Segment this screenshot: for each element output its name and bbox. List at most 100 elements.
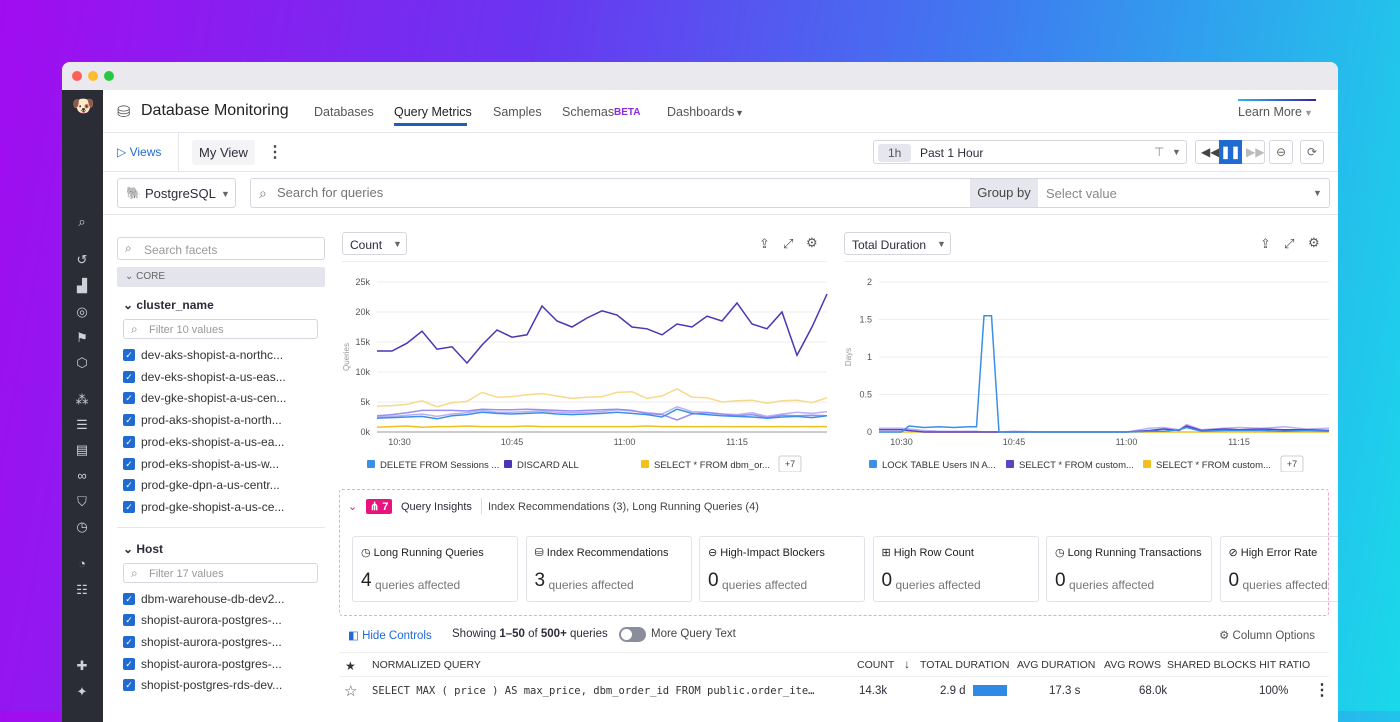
insight-card[interactable]: ⊘ High Error Rate 0 queries affected [1219,536,1338,602]
metric-select-count[interactable]: Count ▼ [342,232,407,255]
facet-checkbox[interactable]: ✓ [123,392,135,405]
legend-entry[interactable]: LOCK TABLE Users IN A... [882,460,996,471]
view-name[interactable]: My View [192,140,255,165]
facet-checkbox[interactable]: ✓ [123,636,135,648]
facet-filter-input[interactable]: ⌕ Filter 17 values [123,562,318,583]
export-icon[interactable]: ⇪ [1260,236,1271,251]
insights-title[interactable]: Query Insights [401,501,472,513]
row-menu-icon[interactable]: ⋮ [1314,682,1330,699]
facet-checkbox[interactable]: ✓ [123,414,135,427]
maximize-window-button[interactable] [104,71,114,81]
insight-card[interactable]: ⊞ High Row Count 0 queries affected [872,536,1039,602]
export-icon[interactable]: ⇪ [759,236,770,251]
facet-value[interactable]: dbm-warehouse-db-dev2... [141,591,285,606]
facet-checkbox[interactable]: ✓ [123,457,135,470]
column-header-hit-ratio[interactable]: SHARED BLOCKS HIT RATIO [1167,659,1311,671]
pause-button[interactable]: ❚❚ [1219,140,1242,164]
facet-checkbox[interactable]: ✓ [123,500,135,513]
facet-value[interactable]: dev-eks-shopist-a-us-eas... [141,369,286,384]
insight-card[interactable]: ⛁ Index Recommendations 3 queries affect… [525,536,692,602]
facet-value[interactable]: prod-gke-dpn-a-us-centr... [141,478,280,493]
synthetics-icon[interactable]: ◷ [76,519,88,534]
facet-checkbox[interactable]: ✓ [123,657,135,670]
column-header-avg-rows[interactable]: AVG ROWS [1104,659,1161,671]
search-icon[interactable]: ⌕ [78,214,86,229]
tab-dashboards[interactable]: Dashboards [667,105,735,119]
legend-entry[interactable]: DISCARD ALL [517,460,579,471]
facet-checkbox[interactable]: ✓ [123,592,135,605]
expand-icon[interactable]: ⤢ [783,236,794,251]
tab-samples[interactable]: Samples [493,105,542,119]
facet-value[interactable]: prod-aks-shopist-a-north... [141,413,282,428]
column-header-total-duration[interactable]: TOTAL DURATION [920,659,1010,671]
facet-checkbox[interactable]: ✓ [123,614,135,627]
core-section-header[interactable]: ⌄ CORE [117,267,325,287]
pin-icon[interactable]: ⊤ [1154,145,1165,159]
zoom-out-button[interactable]: ⊖ [1269,140,1293,164]
insight-card[interactable]: ◷ Long Running Queries 4 queries affecte… [352,536,518,602]
facet-value[interactable]: shopist-aurora-postgres-... [141,656,282,671]
refresh-button[interactable]: ⟳ [1300,140,1324,164]
facet-search[interactable]: ⌕ Search facets [117,237,325,260]
close-window-button[interactable] [72,71,82,81]
views-button[interactable]: ▷ Views [117,145,162,159]
legend-more-button[interactable] [778,455,802,472]
incidents-icon[interactable]: ☷ [76,582,88,597]
gear-icon[interactable]: ⚙ [806,235,818,250]
legend-entry[interactable]: SELECT * FROM custom... [1156,460,1271,471]
monitors-icon[interactable]: ◎ [76,304,88,319]
star-icon[interactable]: ☆ [344,683,358,700]
table-row[interactable]: ☆ SELECT MAX ( price ) AS max_price, dbm… [339,677,1330,705]
more-query-text-toggle[interactable] [619,627,646,642]
insight-card[interactable]: ◷ Long Running Transactions 0 queries af… [1046,536,1212,602]
learn-more-button[interactable]: Learn More [1238,105,1302,119]
history-icon[interactable]: ↺ [76,252,88,267]
metric-select-duration[interactable]: Total Duration ▼ [844,232,951,255]
insight-card[interactable]: ⊖ High-Impact Blockers 0 queries affecte… [699,536,865,602]
facet-checkbox[interactable]: ✓ [123,370,135,383]
legend-entry[interactable]: DELETE FROM Sessions ... [380,460,499,471]
search-input[interactable] [277,185,957,200]
logs-icon[interactable]: ☰ [76,417,88,432]
facet-value[interactable]: shopist-aurora-postgres-... [141,635,282,649]
metrics-icon[interactable]: ▤ [75,442,89,457]
facet-checkbox[interactable]: ✓ [123,349,135,361]
database-type-select[interactable]: 🐘 PostgreSQL ▼ [117,178,236,208]
gear-icon[interactable]: ⚙ [1308,235,1320,250]
dashboards-icon[interactable]: ▟ [77,278,87,293]
shield-icon[interactable]: ⛉ [77,494,87,509]
minimize-window-button[interactable] [88,71,98,81]
performance-icon[interactable]: ◔ [78,556,86,571]
expand-icon[interactable]: ⤢ [1284,236,1295,251]
sparkle-icon[interactable]: ✦ [76,684,88,699]
time-picker[interactable]: 1h Past 1 Hour ⊤ ▼ [873,140,1187,164]
security-icon[interactable]: ⚑ [76,330,88,345]
facet-checkbox[interactable]: ✓ [123,435,135,448]
facet-value[interactable]: shopist-aurora-postgres-... [141,613,282,628]
legend-more-button[interactable] [1280,455,1304,472]
apm-icon[interactable]: ⁂ [75,392,89,407]
facet-value[interactable]: dev-aks-shopist-a-northc... [141,348,284,362]
star-column-icon[interactable]: ★ [345,659,356,673]
infrastructure-icon[interactable]: ⬡ [76,355,88,370]
facet-checkbox[interactable]: ✓ [123,479,135,492]
tab-databases[interactable]: Databases [314,105,374,119]
rewind-icon[interactable]: ◀◀ [1201,145,1220,159]
facet-checkbox[interactable]: ✓ [123,679,135,692]
tab-schemas[interactable]: Schemas [562,105,615,119]
query-text[interactable]: SELECT MAX ( price ) AS max_price, dbm_o… [372,685,815,697]
fast-forward-icon[interactable]: ▶▶ [1246,145,1265,159]
collapse-chevron-icon[interactable]: ⌄ [348,501,358,513]
column-header-avg-duration[interactable]: AVG DURATION [1017,659,1096,671]
facet-group-header[interactable]: ⌄ cluster_name [123,298,214,312]
datadog-logo-icon[interactable]: 🐶 [72,96,95,116]
facet-group-header[interactable]: ⌄ Host [123,541,164,556]
group-by-select[interactable]: Select value [1046,186,1117,201]
facet-value[interactable]: prod-eks-shopist-a-us-ea... [141,434,285,449]
more-options-icon[interactable]: ⋮ [267,144,283,161]
integrations-icon[interactable]: ∞ [77,468,87,483]
facet-value[interactable]: dev-gke-shopist-a-us-cen... [141,391,287,406]
legend-entry[interactable]: SELECT * FROM custom... [1019,460,1134,471]
facet-filter-input[interactable]: ⌕ Filter 10 values [123,319,318,339]
column-header-count[interactable]: COUNT [857,659,895,671]
